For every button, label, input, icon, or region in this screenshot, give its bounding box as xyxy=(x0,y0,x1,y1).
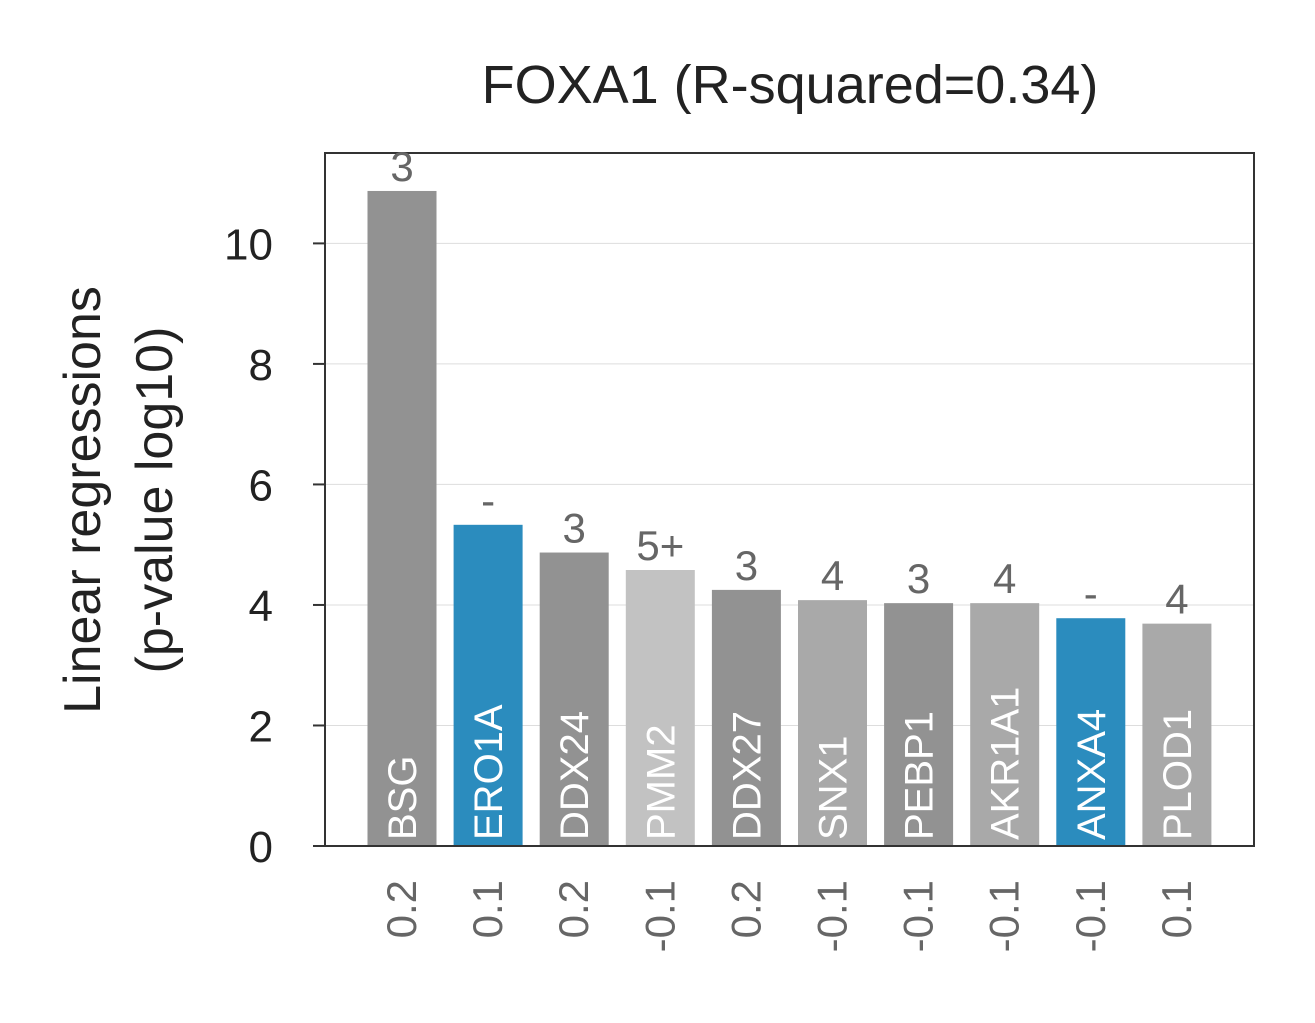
bar-bsg xyxy=(367,190,437,846)
y-tick-label-2: 4 xyxy=(249,582,273,631)
bar-category-label: ERO1A xyxy=(467,704,511,840)
bar-pmm2 xyxy=(625,570,695,846)
bar-ddx24 xyxy=(539,552,609,846)
bar-top-label: 3 xyxy=(390,143,413,190)
bars xyxy=(367,190,1212,846)
bar-top-label: 5+ xyxy=(636,522,684,569)
y-axis-label-line2: (p-value log10) xyxy=(126,327,184,674)
bar-bottom-label: -0.1 xyxy=(636,880,683,952)
y-axis-ticks: 0 2 4 6 8 10 xyxy=(224,220,325,872)
bar-bottom-label: 0.1 xyxy=(464,880,511,938)
bar-bottom-label: 0.2 xyxy=(722,880,769,938)
bar-bottom-label: -0.1 xyxy=(809,880,856,952)
bar-plod1 xyxy=(1142,623,1212,846)
bar-snx1 xyxy=(798,600,867,846)
bar-top-label: - xyxy=(481,477,495,524)
bar-category-label: BSG xyxy=(381,756,425,840)
bar-bottom-label: -0.1 xyxy=(981,880,1028,952)
bar-bottom-label: 0.2 xyxy=(378,880,425,938)
bar-top-label: 3 xyxy=(563,505,586,552)
y-tick-label-5: 10 xyxy=(224,220,273,269)
y-tick-label-0: 0 xyxy=(249,823,273,872)
y-tick-label-1: 2 xyxy=(249,702,273,751)
bar-akr1a1 xyxy=(970,603,1040,846)
bar-category-label: PEBP1 xyxy=(898,711,942,840)
chart-title: FOXA1 (R-squared=0.34) xyxy=(482,55,1099,115)
bar-category-label: PMM2 xyxy=(639,724,683,840)
bar-ero1a xyxy=(453,524,523,846)
bar-top-label: 4 xyxy=(993,555,1016,602)
bar-top-label: 4 xyxy=(1165,576,1188,623)
bar-ddx27 xyxy=(711,589,781,846)
bar-top-label: 3 xyxy=(735,542,758,589)
bar-top-label: - xyxy=(1084,570,1098,617)
bar-category-label: ANXA4 xyxy=(1070,709,1114,840)
bar-labels: 3BSG0.2-ERO1A0.13DDX240.25+PMM2-0.13DDX2… xyxy=(378,143,1200,952)
bar-category-label: DDX27 xyxy=(725,711,769,840)
y-tick-label-4: 8 xyxy=(249,341,273,390)
bar-top-label: 4 xyxy=(821,552,844,599)
plot-frame xyxy=(324,152,1255,847)
y-axis-label-line1: Linear regressions xyxy=(54,286,112,714)
y-tick-label-3: 6 xyxy=(249,461,273,510)
bar-pebp1 xyxy=(884,603,954,846)
bar-anxa4 xyxy=(1056,618,1126,846)
bar-bottom-label: -0.1 xyxy=(1067,880,1114,952)
bar-top-label: 3 xyxy=(907,555,930,602)
bar-bottom-label: 0.2 xyxy=(550,880,597,938)
bar-bottom-label: -0.1 xyxy=(895,880,942,952)
bar-bottom-label: 0.1 xyxy=(1153,880,1200,938)
bar-category-label: DDX24 xyxy=(553,711,597,840)
bar-category-label: PLOD1 xyxy=(1156,709,1200,840)
bar-category-label: AKR1A1 xyxy=(984,687,1028,840)
bar-category-label: SNX1 xyxy=(812,736,856,841)
